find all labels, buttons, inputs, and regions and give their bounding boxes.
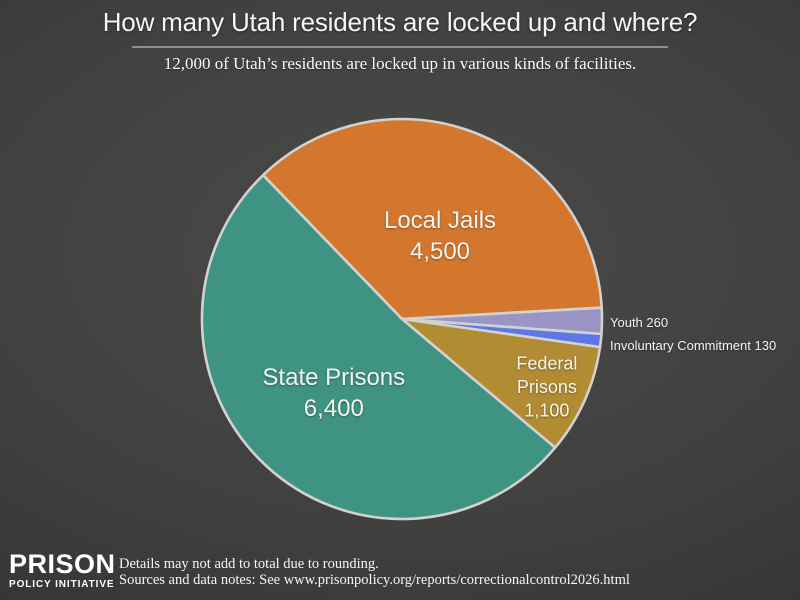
pie-label-local-jails-line1: Local Jails bbox=[384, 207, 496, 234]
pie-slice-state-prisons bbox=[200, 173, 557, 521]
pie-label-state-prisons-line2: 6,400 bbox=[304, 395, 364, 422]
prison-policy-initiative-logo: PRISON POLICY INITIATIVE bbox=[9, 551, 116, 590]
pie-label-state-prisons-line1: State Prisons bbox=[262, 364, 405, 391]
rounding-note: Details may not add to total due to roun… bbox=[119, 556, 379, 572]
pie-label-local-jails-line2: 4,500 bbox=[410, 238, 470, 265]
pie-slice-federal-prisons bbox=[400, 317, 602, 449]
title-divider bbox=[132, 46, 668, 48]
footer-notes: Details may not add to total due to roun… bbox=[119, 556, 630, 588]
source-note: Sources and data notes: See www.prisonpo… bbox=[119, 572, 630, 588]
chart-subtitle: 12,000 of Utah’s residents are locked up… bbox=[163, 54, 637, 73]
pie-labels: Local Jails 4,500 Youth 260 Involuntary Com… bbox=[262, 207, 776, 422]
logo-policy-initiative-text: POLICY INITIATIVE bbox=[9, 579, 115, 590]
pie-slice-local-jails bbox=[261, 117, 603, 321]
pie-slices bbox=[200, 117, 604, 521]
pie-label-involuntary-commitment: Involuntary Commitment 130 bbox=[610, 338, 776, 353]
pie-label-federal-prisons-line3: 1,100 bbox=[524, 401, 569, 421]
chart-title: How many Utah residents are locked up an… bbox=[102, 7, 698, 37]
pie-label-federal-prisons-line1: Federal bbox=[516, 354, 577, 374]
logo-prison-text: PRISON bbox=[9, 549, 116, 579]
pie-label-federal-prisons-line2: Prisons bbox=[517, 377, 577, 397]
pie-label-youth: Youth 260 bbox=[610, 315, 668, 330]
